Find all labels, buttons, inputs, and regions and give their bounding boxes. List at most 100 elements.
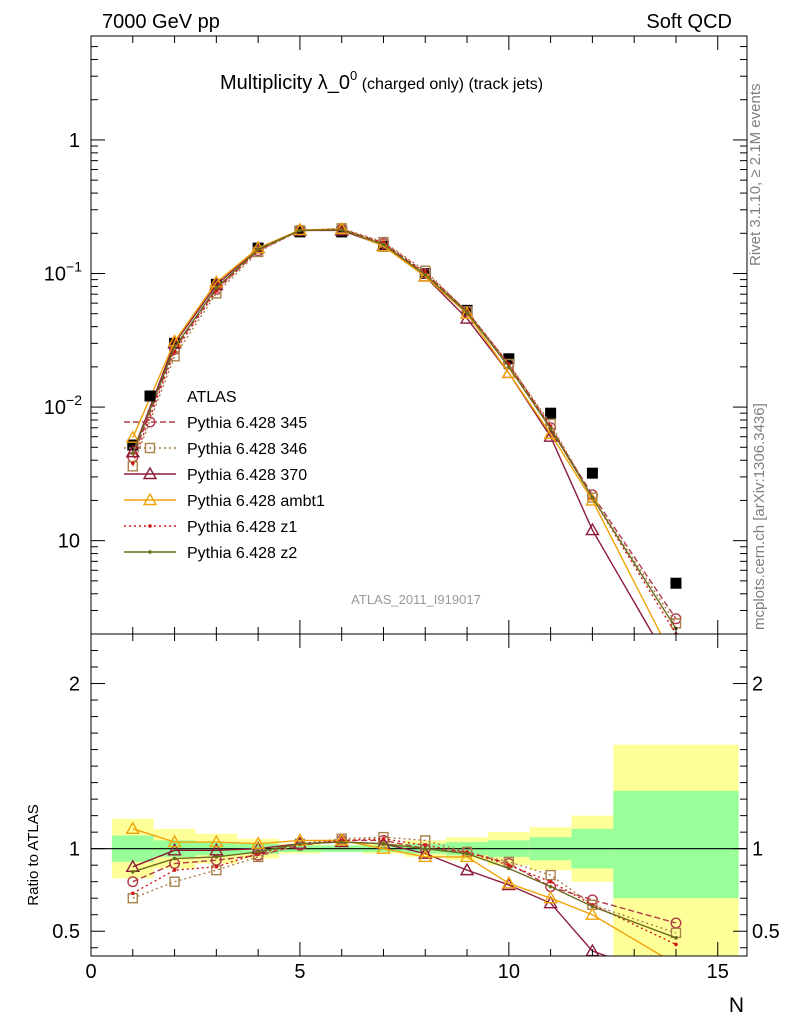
ratio-point [214, 865, 219, 869]
data-point [292, 222, 308, 236]
ratio-frame [90, 633, 748, 957]
legend-marker [142, 492, 158, 506]
data-point [670, 668, 682, 679]
data-point [334, 221, 349, 235]
data-point [336, 226, 348, 238]
data-point [545, 407, 557, 419]
data-point [459, 306, 475, 319]
data-point [125, 444, 140, 458]
y-tick-label: 10 [58, 531, 80, 553]
rivet-label: Rivet 3.1.10, ≥ 2.1M events [747, 84, 764, 267]
legend: ATLAS Pythia 6.428 345 Pythia 6.428 346 Pyt… [124, 389, 325, 562]
stat-band [613, 790, 739, 899]
legend-marker [142, 466, 158, 480]
data-point [465, 310, 469, 315]
legend-label: Pythia 6.428 345 [187, 415, 307, 432]
x-axis-label: N [729, 994, 744, 1017]
ratio-series-3 [125, 821, 682, 969]
data-point [256, 247, 260, 252]
ratio-y-tick-label-right: 0.5 [752, 921, 780, 943]
ratio-point [423, 843, 428, 848]
legend-label: Pythia 6.428 z2 [187, 545, 297, 562]
legend-entry: ATLAS [144, 389, 237, 406]
header-left: 7000 GeV pp [102, 11, 220, 33]
ratio-point [381, 841, 386, 846]
ratio-y-tick-label: 1 [69, 839, 80, 861]
y-tick-label: 10−2 [44, 392, 82, 419]
ratio-point [376, 841, 391, 854]
ratio-point [545, 869, 556, 881]
legend-label: Pythia 6.428 346 [187, 441, 307, 458]
legend-marker [148, 524, 152, 528]
ratio-point [418, 849, 433, 863]
watermark: ATLAS_2011_I919017 [351, 592, 481, 607]
legend-marker [144, 416, 156, 428]
ratio-point [381, 836, 386, 841]
legend-entry: Pythia 6.428 370 [124, 466, 307, 484]
ratio-point [423, 846, 428, 851]
x-tick-label: 10 [498, 961, 520, 983]
x-tick-label: 5 [294, 961, 305, 983]
legend-label: Pythia 6.428 370 [187, 467, 307, 484]
series-6 [130, 228, 678, 631]
legend-marker [148, 550, 152, 554]
ratio-point [298, 841, 302, 846]
ratio-panel: 2 21 10.5 0.50 5 10 15 [52, 633, 780, 986]
legend-marker [144, 390, 156, 402]
ratio-point [585, 907, 600, 920]
ratio-point [209, 842, 224, 856]
data-point [130, 451, 135, 456]
ratio-point [339, 840, 344, 844]
ratio-point [256, 850, 260, 854]
y-tick-label: 1 [69, 130, 80, 152]
ratio-point [125, 821, 140, 835]
ratio-point [172, 868, 177, 872]
ratio-point [507, 866, 511, 871]
main-series [125, 221, 682, 679]
ratio-point [172, 856, 177, 861]
ratio-series [125, 821, 682, 986]
ratio-point [670, 958, 682, 969]
data-point [423, 272, 428, 277]
data-point [381, 242, 386, 247]
data-point [670, 658, 682, 669]
ratio-point [130, 869, 135, 874]
data-point [298, 228, 302, 233]
ratio-point [670, 975, 682, 986]
main-title-text: Multiplicity λ_0 [220, 72, 350, 94]
data-point [590, 495, 595, 500]
ratio-y-tick-label-right: 2 [752, 674, 763, 696]
legend-label: Pythia 6.428 ambt1 [187, 493, 325, 510]
legend-entry: Pythia 6.428 ambt1 [124, 492, 325, 510]
ratio-point [548, 884, 553, 889]
data-point [670, 577, 682, 589]
main-panel: 1 10−1 10−2 10 ATLAS Pythia 6.428 345 Pythia 6… [44, 35, 748, 679]
ratio-point [465, 851, 469, 856]
x-tick-label: 15 [707, 961, 729, 983]
ratio-point [167, 842, 182, 856]
y-tick-label: 10−1 [44, 259, 82, 286]
data-point [507, 365, 511, 369]
ratio-point [209, 834, 224, 848]
main-title-sup: 0 [350, 68, 357, 83]
ratio-point [590, 904, 595, 909]
data-point [548, 426, 553, 431]
ratio-point [214, 855, 219, 859]
ratio-point [250, 836, 266, 849]
ratio-point [548, 879, 553, 884]
mcplots-label: mcplots.cern.ch [arXiv:1306.3436] [751, 403, 768, 630]
main-title: Multiplicity λ_00 (charged only) (track … [220, 68, 543, 94]
ratio-point [167, 834, 182, 848]
ratio-line [132, 828, 664, 956]
ratio-y-tick-label-right: 1 [752, 839, 763, 861]
ratio-line [132, 836, 677, 934]
data-point [543, 429, 558, 442]
x-tick-label: 0 [85, 961, 96, 983]
data-point [125, 430, 140, 443]
ratio-point [127, 876, 139, 888]
ratio-point [169, 876, 180, 887]
legend-entry: Pythia 6.428 345 [124, 415, 307, 432]
ratio-point [674, 936, 678, 940]
ratio-y-tick-label: 0.5 [52, 921, 80, 943]
